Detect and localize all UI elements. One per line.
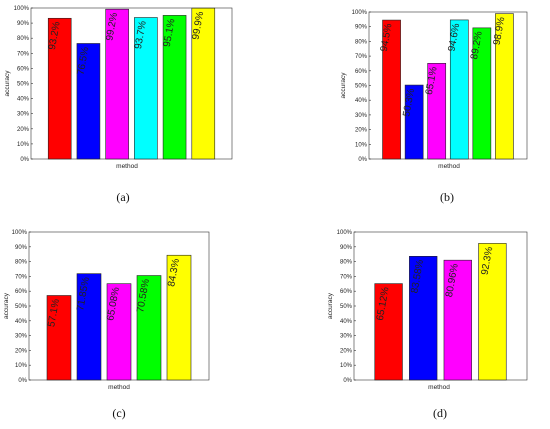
bar (136, 275, 162, 381)
x-axis-label: method (108, 384, 130, 391)
y-tick-label: 10% (15, 363, 28, 369)
bar (449, 19, 469, 160)
x-axis-label: method (428, 384, 450, 391)
bar (162, 15, 187, 160)
bar-value-label: 76.5% (76, 46, 92, 76)
y-tick-label: 40% (355, 98, 368, 104)
y-tick-label: 100% (14, 6, 30, 12)
y-tick-label: 50% (15, 304, 28, 310)
y-tick-label: 50% (355, 84, 368, 90)
bar-value-label: 57.1% (46, 298, 62, 328)
y-tick-label: 60% (355, 69, 368, 75)
y-axis-label: accuracy (3, 292, 10, 319)
bar (382, 19, 401, 160)
bar-value-label: 65.1% (424, 66, 440, 96)
y-tick-label: 60% (17, 66, 30, 72)
y-tick-label: 0% (343, 378, 352, 384)
y-tick-label: 10% (355, 142, 368, 148)
bar (427, 63, 447, 160)
y-tick-label: 20% (340, 348, 353, 354)
y-tick-label: 0% (20, 157, 29, 163)
bar (404, 84, 424, 160)
y-tick-label: 100% (337, 230, 353, 236)
y-axis-label: accuracy (4, 70, 11, 97)
bar (443, 259, 472, 381)
y-tick-label: 70% (17, 51, 30, 57)
panel-caption: (a) (116, 190, 129, 204)
bar (374, 283, 403, 381)
y-tick-label: 30% (355, 113, 368, 119)
bar (495, 13, 514, 160)
bar (478, 243, 507, 381)
chart-panel-a: 0% 10% 20% 30% 40% 50% 60% 70% 80% 90% 100% 93.2% 76… (4, 6, 233, 204)
bar (472, 27, 492, 160)
y-tick-label: 70% (15, 274, 28, 280)
bar (409, 256, 438, 381)
y-tick-label: 100% (12, 230, 28, 236)
x-axis-label: method (438, 163, 460, 170)
y-tick-label: 30% (17, 112, 30, 118)
y-tick-label: 0% (358, 157, 367, 163)
panel-caption: (d) (433, 406, 447, 420)
y-tick-label: 30% (340, 334, 353, 340)
chart-panel-c: 0%10%20%30%40%50%60%70%80%90%100%57.1%71… (3, 230, 210, 420)
y-tick-label: 20% (355, 128, 368, 134)
y-tick-label: 0% (18, 378, 27, 384)
bar (76, 43, 101, 160)
bar (106, 283, 132, 381)
bar (134, 17, 158, 160)
bar (46, 295, 72, 381)
y-tick-label: 40% (15, 319, 28, 325)
y-tick-label: 70% (355, 54, 368, 60)
y-tick-label: 70% (340, 274, 353, 280)
y-tick-label: 20% (17, 127, 30, 133)
bar-value-label: 94.5% (379, 23, 395, 53)
y-tick-label: 40% (17, 97, 30, 103)
y-tick-label: 30% (15, 334, 28, 340)
bar-value-label: 98.9% (492, 16, 508, 46)
bar-value-label: 99.9% (190, 11, 206, 41)
bar-value-label: 99.2% (104, 12, 120, 42)
bar-value-label: 93.7% (133, 20, 149, 50)
y-tick-label: 90% (17, 21, 30, 27)
bar (76, 273, 102, 381)
bar (166, 254, 192, 381)
y-tick-label: 80% (340, 260, 353, 266)
y-tick-label: 90% (355, 25, 368, 31)
y-tick-label: 10% (340, 363, 353, 369)
y-tick-label: 20% (15, 348, 28, 354)
x-axis-label: method (116, 163, 138, 170)
y-axis-label: accuracy (327, 292, 334, 319)
bar-value-label: 94.6% (446, 22, 462, 52)
bar (47, 17, 72, 160)
panel-caption: (b) (440, 190, 454, 204)
y-tick-label: 60% (340, 289, 353, 295)
bar-value-label: 50.3% (401, 88, 417, 118)
chart-panel-b: 0% 10% 20% 30% 40% 50% 60% 70% 80% 90% 100% 94.5% 50… (340, 10, 528, 204)
bar-value-label: 95.1% (162, 18, 178, 48)
y-tick-label: 50% (17, 82, 30, 88)
bar-value-label: 93.2% (47, 21, 63, 51)
y-tick-label: 80% (15, 260, 28, 266)
y-tick-label: 80% (17, 36, 30, 42)
panel-caption: (c) (112, 406, 125, 420)
bar-value-label: 89.2% (469, 30, 485, 60)
y-tick-label: 10% (17, 142, 30, 148)
bar-value-label: 84.3% (166, 258, 182, 288)
y-axis-label: accuracy (340, 72, 347, 99)
y-tick-label: 80% (355, 39, 368, 45)
bar (105, 8, 129, 160)
y-tick-label: 90% (340, 245, 353, 251)
y-tick-label: 50% (340, 304, 353, 310)
y-tick-label: 90% (15, 245, 28, 251)
y-tick-label: 60% (15, 289, 28, 295)
bar (191, 7, 216, 160)
y-tick-label: 100% (352, 10, 368, 16)
bar-value-label: 92.3% (480, 246, 496, 276)
chart-panel-d: 0%10%20%30%40%50%60%70%80%90%100%65.12%8… (327, 230, 528, 420)
y-tick-label: 40% (340, 319, 353, 325)
